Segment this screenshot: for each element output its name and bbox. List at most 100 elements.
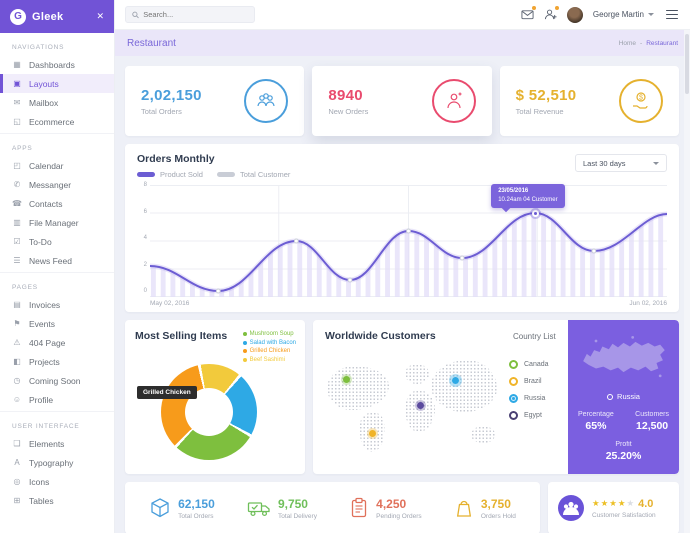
- chart-plot-area: 23/05/2016 10.24am 04 Customer: [150, 184, 667, 297]
- legend-product-sold[interactable]: Product Sold: [137, 170, 203, 179]
- swatch: [242, 332, 247, 336]
- total-customer-swatch: [216, 172, 235, 177]
- legend-label: Total Customer: [239, 170, 291, 179]
- user-menu[interactable]: George Martin: [593, 10, 654, 19]
- scrollbar[interactable]: [684, 30, 690, 533]
- customers-stat: Customers 12,500: [635, 411, 669, 432]
- area-chart-svg: [150, 185, 667, 297]
- sidebar-item-mailbox[interactable]: ✉ Mailbox: [0, 93, 114, 112]
- topbar: George Martin: [115, 0, 690, 30]
- file-manager-icon: ▥: [13, 218, 21, 227]
- messanger-icon: ✆: [13, 180, 21, 189]
- orders-hold-bag-icon: [456, 500, 471, 517]
- orders-monthly-card: Orders Monthly Product Sold Total Custom…: [125, 144, 679, 312]
- donut-chart: Grilled Chicken: [137, 364, 257, 460]
- bottom-pending-orders-label: Pending Orders: [376, 512, 422, 520]
- dashboards-icon: ▦: [13, 60, 21, 69]
- sidebar-item-404-page[interactable]: ⚠ 404 Page: [0, 333, 114, 352]
- customers-label: Customers: [635, 411, 669, 418]
- bottom-total-delivery-value: 9,750: [277, 496, 308, 511]
- scrollbar-thumb[interactable]: [685, 34, 689, 94]
- bottom-orders-hold-label: Orders Hold: [480, 512, 516, 520]
- menu-toggle-icon[interactable]: [664, 8, 680, 22]
- russia-name: Russia: [617, 392, 640, 401]
- section-label: APPS: [12, 145, 33, 152]
- sidebar-item-events[interactable]: ⚑ Events: [0, 314, 114, 333]
- sidebar-item-coming-soon[interactable]: ◷ Coming Soon: [0, 371, 114, 390]
- app-name: Gleek: [32, 10, 64, 23]
- contacts-icon: ☎: [12, 199, 22, 208]
- sidebar-item-news-feed[interactable]: ☰ News Feed: [0, 251, 114, 270]
- tooltip-date: 23/05/2016: [498, 188, 529, 194]
- mail-icon[interactable]: [521, 6, 536, 21]
- bottom-summary-card: 62,150 Total Orders 9,750 Total Delivery 4…: [125, 482, 540, 533]
- sidebar-section-pages: PAGES ▤ Invoices ⚑ Events ⚠ 404 Page ◧ Proje…: [0, 273, 114, 412]
- sidebar-section-user-interface: USER INTERFACE ❑ Elements A Typography ◎ Ic…: [0, 412, 114, 512]
- y-axis: 8 6 4 2 0: [137, 182, 150, 294]
- x-axis-start: May 02, 2016: [150, 300, 190, 307]
- donut-tooltip: Grilled Chicken: [137, 386, 197, 399]
- map-north-america: [327, 366, 389, 410]
- profit-value: 25.20%: [605, 450, 642, 462]
- sidebar-item-tables[interactable]: ⊞ Tables: [0, 491, 114, 510]
- sidebar-item-icons[interactable]: ◎ Icons: [0, 472, 114, 491]
- sidebar-item-messanger[interactable]: ✆ Messanger: [0, 175, 114, 194]
- sidebar-item-file-manager[interactable]: ▥ File Manager: [0, 213, 114, 232]
- bottom-stats-row: 62,150 Total Orders 9,750 Total Delivery 4…: [125, 482, 679, 533]
- search-input[interactable]: [143, 10, 248, 19]
- customer-group-icon: [558, 495, 584, 521]
- map-marker-russia[interactable]: [449, 374, 462, 387]
- canada-ring-icon: [509, 360, 518, 369]
- sidebar-item-calendar[interactable]: ◰ Calendar: [0, 156, 114, 175]
- currency-glyph: $: [639, 95, 643, 102]
- typography-icon: A: [14, 458, 20, 467]
- donut-legend: Mushroom Soup Salad with Bacon Grilled C…: [242, 331, 296, 363]
- sidebar-item-layouts[interactable]: ▣ Layouts: [0, 74, 114, 93]
- sidebar-item-typography[interactable]: A Typography: [0, 453, 114, 472]
- section-label: USER INTERFACE: [12, 423, 80, 430]
- sidebar-collapse-icon[interactable]: ✕: [96, 11, 104, 21]
- breadcrumb: Home - Restaurant: [619, 40, 678, 47]
- sidebar-item-contacts[interactable]: ☎ Contacts: [0, 194, 114, 213]
- map-marker-brazil[interactable]: [369, 430, 376, 437]
- sidebar-item-invoices[interactable]: ▤ Invoices: [0, 295, 114, 314]
- legend-total-customer[interactable]: Total Customer: [216, 170, 291, 179]
- chevron-down-icon: [648, 13, 654, 16]
- sidebar-item-dashboards[interactable]: ▦ Dashboards: [0, 55, 114, 74]
- sidebar-item-ecommerce[interactable]: ◱ Ecommerce: [0, 112, 114, 131]
- country-name: Canada: [524, 361, 549, 368]
- map-australia: [471, 426, 495, 443]
- sidebar-item-elements[interactable]: ❑ Elements: [0, 434, 114, 453]
- percentage-label: Percentage: [578, 411, 614, 418]
- news-feed-icon: ☰: [13, 256, 21, 265]
- stars-filled: ★★★★: [592, 498, 627, 508]
- legend-label: Salad with Bacon: [249, 339, 296, 346]
- total-orders-value: 2,02,150: [141, 86, 202, 104]
- breadcrumb-home[interactable]: Home: [618, 39, 637, 47]
- bottom-orders-hold: 3,750 Orders Hold: [454, 497, 516, 520]
- y-tick: 4: [143, 235, 147, 241]
- total-revenue-card: $ 52,510 Total Revenue $: [499, 66, 679, 136]
- user-add-icon[interactable]: [544, 6, 559, 21]
- sidebar-item-label: Icons: [29, 476, 50, 487]
- percentage-stat: Percentage 65%: [578, 411, 614, 432]
- logo-letter: G: [14, 11, 22, 22]
- total-revenue-value: $ 52,510: [515, 86, 577, 104]
- sidebar-item-projects[interactable]: ◧ Projects: [0, 352, 114, 371]
- bottom-total-orders-label: Total Orders: [178, 512, 214, 520]
- sidebar-section-navigations: NAVIGATIONS ▦ Dashboards ▣ Layouts ✉ Mailbo…: [0, 33, 114, 134]
- map-marker-canada[interactable]: [343, 376, 350, 383]
- bottom-orders-hold-value: 3,750: [480, 496, 511, 511]
- sidebar-item-profile[interactable]: ☺ Profile: [0, 390, 114, 409]
- map-marker-egypt[interactable]: [417, 402, 424, 409]
- user-avatar[interactable]: [566, 6, 583, 23]
- date-range-dropdown[interactable]: Last 30 days: [575, 154, 667, 172]
- coming-soon-icon: ◷: [13, 376, 21, 385]
- egypt-ring-icon: [509, 411, 518, 420]
- sidebar-item-todo[interactable]: ☑ To-Do: [0, 232, 114, 251]
- search-box[interactable]: [125, 6, 255, 23]
- orders-monthly-title: Orders Monthly: [137, 153, 215, 165]
- new-customer-icon: [431, 79, 476, 123]
- donut-slices[interactable]: [161, 364, 257, 460]
